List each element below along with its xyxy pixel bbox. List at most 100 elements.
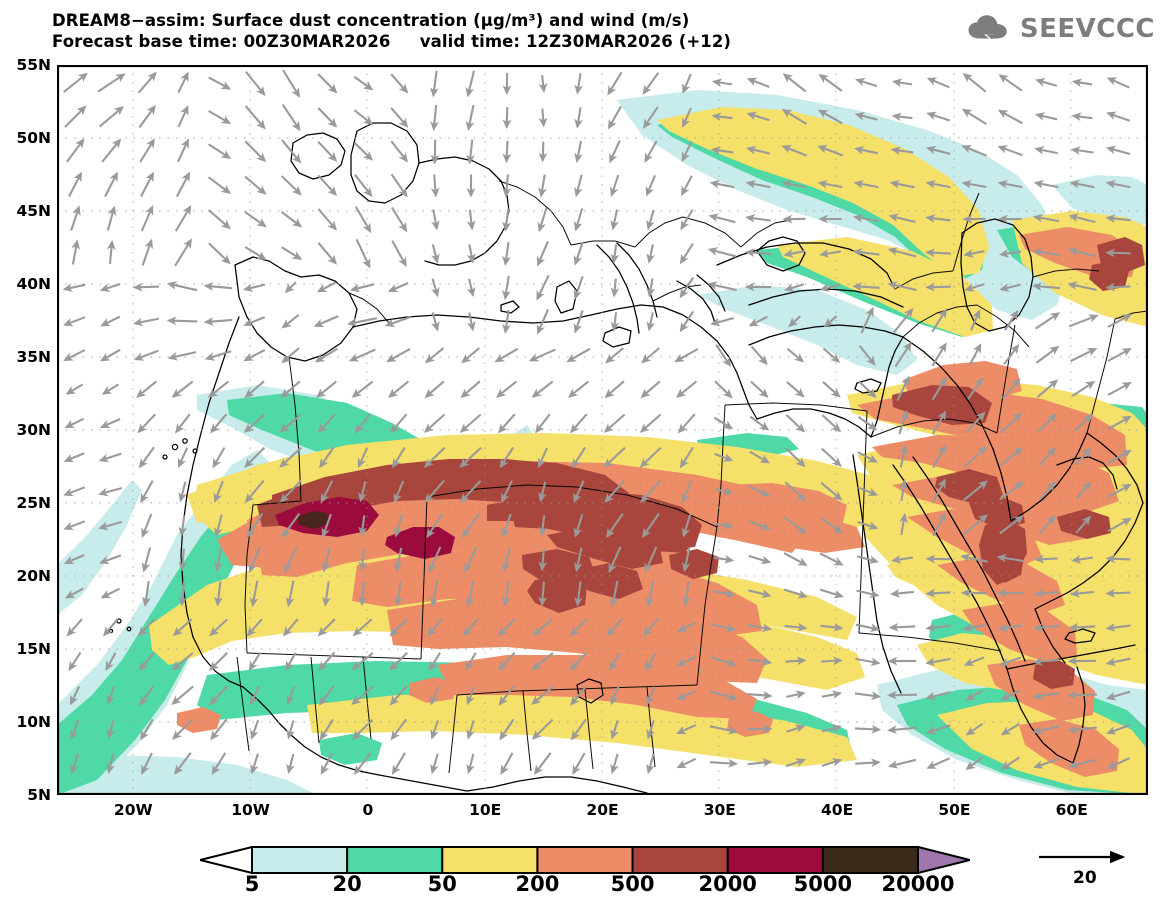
wind-arrow bbox=[962, 623, 986, 632]
wind-arrow bbox=[932, 478, 946, 503]
wind-arrow bbox=[681, 480, 693, 504]
wind-arrow bbox=[63, 520, 86, 531]
wind-arrow bbox=[1070, 347, 1098, 363]
wind-arrow bbox=[392, 446, 406, 469]
wind-arrow bbox=[464, 546, 478, 574]
wind-arrow bbox=[248, 652, 262, 672]
wind-arrow bbox=[461, 347, 480, 364]
wind-arrow bbox=[68, 171, 82, 197]
wind-arrow bbox=[603, 446, 626, 468]
wind-arrow bbox=[431, 244, 440, 264]
wind-arrow bbox=[502, 106, 512, 130]
wind-arrow bbox=[138, 651, 155, 672]
wind-arrow bbox=[784, 283, 805, 292]
wind-arrow bbox=[281, 512, 301, 539]
wind-arrow bbox=[574, 107, 583, 129]
wind-arrow bbox=[430, 174, 440, 198]
wind-arrow bbox=[748, 315, 768, 327]
wind-arrow bbox=[747, 758, 773, 767]
wind-arrow bbox=[887, 758, 917, 769]
wind-arrow bbox=[495, 380, 518, 398]
wind-arrow bbox=[1068, 213, 1096, 224]
wind-arrow bbox=[785, 447, 806, 468]
wind-arrow bbox=[1032, 213, 1060, 223]
wind-arrow bbox=[177, 105, 189, 128]
wind-arrow bbox=[710, 316, 735, 327]
wind-arrow bbox=[431, 209, 440, 231]
lon-tick-50E: 50E bbox=[938, 801, 971, 819]
wind-arrow bbox=[133, 317, 160, 327]
chart-title-block: DREAM8−assim: Surface dust concentration… bbox=[52, 10, 952, 52]
wind-arrow bbox=[166, 281, 198, 292]
wind-arrow bbox=[709, 179, 735, 189]
wind-arrow bbox=[713, 416, 734, 430]
wind-arrow bbox=[963, 514, 988, 536]
wind-arrow bbox=[603, 413, 626, 433]
wind-arrow bbox=[538, 481, 547, 503]
wind-arrow bbox=[532, 618, 553, 637]
wind-arrow bbox=[569, 618, 588, 637]
wind-arrow bbox=[781, 145, 807, 157]
wind-arrow bbox=[138, 446, 155, 469]
wind-arrow bbox=[64, 417, 85, 429]
wind-arrow bbox=[355, 413, 371, 434]
lat-tick-55N: 55N bbox=[16, 56, 51, 74]
wind-arrow bbox=[645, 652, 657, 672]
wind-arrow bbox=[1071, 554, 1093, 564]
colorbar-swatch-5 bbox=[251, 846, 349, 874]
wind-arrow bbox=[279, 446, 302, 468]
wind-arrow bbox=[386, 347, 411, 363]
wind-arrow bbox=[857, 486, 879, 496]
wind-arrow bbox=[354, 206, 372, 234]
wind-arrow bbox=[538, 108, 548, 128]
wind-arrow bbox=[925, 588, 951, 598]
lat-tick-40N: 40N bbox=[16, 275, 51, 293]
wind-arrow bbox=[1032, 691, 1060, 701]
lon-tick-40E: 40E bbox=[821, 801, 854, 819]
wind-arrow bbox=[63, 316, 86, 327]
wind-vector-field bbox=[62, 69, 1132, 776]
wind-arrow bbox=[317, 242, 337, 265]
wind-arrow bbox=[707, 247, 737, 258]
wind-arrow bbox=[106, 720, 115, 740]
wind-arrow bbox=[281, 313, 300, 329]
wind-arrow bbox=[430, 686, 440, 706]
wind-arrow bbox=[243, 316, 266, 327]
wind-arrow bbox=[574, 73, 584, 95]
wind-arrow bbox=[172, 718, 194, 740]
wind-arrow bbox=[282, 618, 299, 637]
wind-arrow bbox=[746, 77, 770, 88]
wind-arrow bbox=[999, 481, 1024, 501]
wind-arrow bbox=[101, 383, 120, 395]
wind-arrow bbox=[852, 248, 880, 257]
wind-arrow bbox=[642, 72, 660, 95]
wind-arrow bbox=[536, 274, 550, 301]
wind-arrow bbox=[465, 70, 476, 98]
wind-arrow bbox=[898, 410, 909, 435]
wind-arrow bbox=[391, 206, 408, 233]
lon-tick-20E: 20E bbox=[586, 801, 619, 819]
wind-arrow bbox=[899, 512, 908, 536]
wind-arrow bbox=[1068, 758, 1097, 769]
wind-arrow bbox=[785, 758, 806, 768]
wind-arrow bbox=[390, 140, 408, 163]
wind-arrow bbox=[244, 246, 267, 261]
wind-arrow bbox=[605, 347, 624, 364]
wind-arrow bbox=[681, 141, 693, 162]
wind-arrow bbox=[681, 175, 693, 197]
wind-arrow bbox=[926, 757, 951, 769]
wind-arrow bbox=[852, 282, 880, 292]
wind-arrow bbox=[786, 724, 806, 733]
wind-arrow bbox=[641, 513, 660, 539]
wind-arrow bbox=[166, 316, 198, 326]
lat-tick-50N: 50N bbox=[16, 129, 51, 147]
wind-arrow bbox=[931, 410, 947, 435]
wind-arrow bbox=[676, 689, 697, 701]
wind-arrow bbox=[65, 138, 85, 163]
wind-arrow bbox=[821, 724, 842, 733]
wind-arrow bbox=[211, 752, 227, 775]
wind-arrow bbox=[280, 175, 302, 196]
wind-arrow bbox=[749, 450, 770, 464]
lat-tick-15N: 15N bbox=[16, 640, 51, 658]
wind-arrow bbox=[466, 686, 476, 706]
